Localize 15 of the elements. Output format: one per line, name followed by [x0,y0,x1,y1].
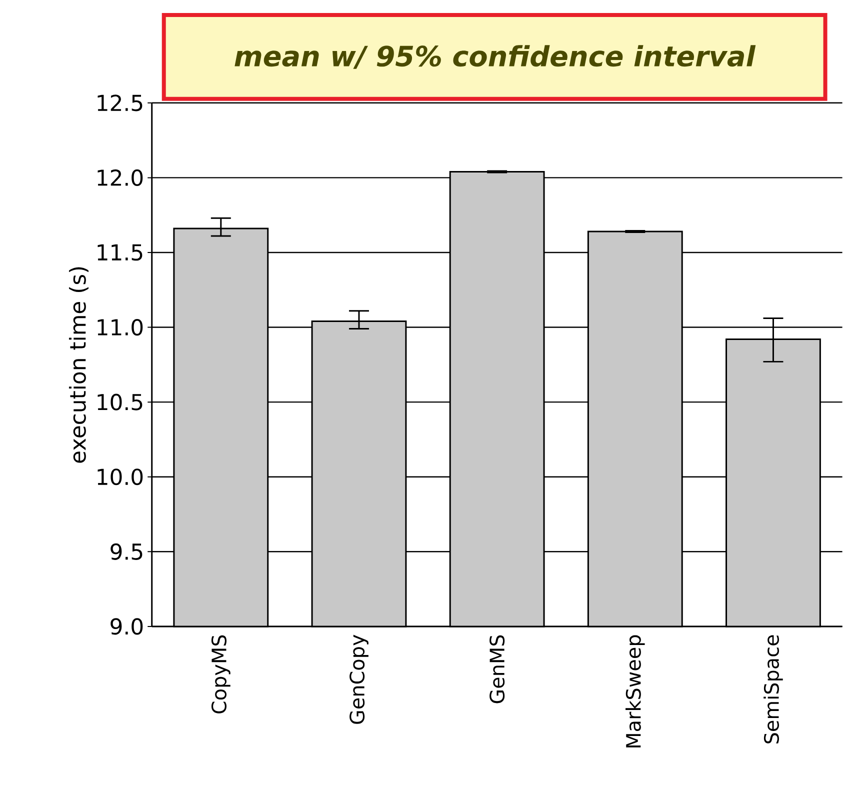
y-tick-label: 10.5 [98,394,142,410]
y-tick-label: 12.5 [98,94,142,112]
x-tick-label: SemiSpace [764,635,783,744]
x-tick-label: MarkSweep [626,635,645,748]
x-tick-label: GenCopy [350,634,368,724]
y-tick-label: 11.5 [98,244,142,260]
x-tick-label: CopyMS [211,635,230,714]
y-tick-label: 11.0 [98,318,143,336]
y-tick-label: 9.5 [110,543,142,560]
chart-title: mean w/ 95% confidence interval [234,44,756,69]
y-tick-label: 12.0 [98,169,143,186]
y-tick-label: 9.0 [110,618,143,635]
y-tick-label: 10.0 [98,468,143,486]
y-axis-title: execution time (s) [68,267,89,463]
x-tick-label: GenMS [490,635,505,704]
